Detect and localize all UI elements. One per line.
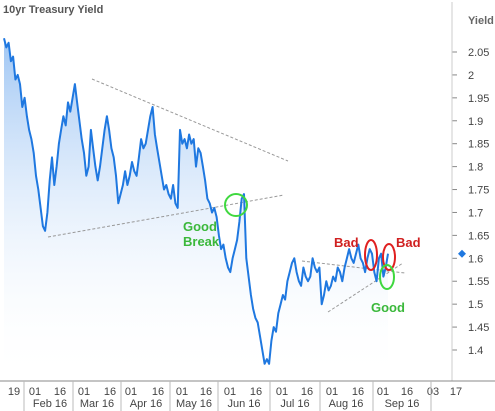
x-tick-label: 16: [200, 386, 212, 398]
y-tick-label: 1.55: [468, 276, 489, 288]
y-tick-label: 1.9: [468, 116, 483, 128]
good-circle-2: [379, 264, 395, 290]
y-tick-label: 2.05: [468, 47, 489, 59]
x-tick-label: 16: [301, 386, 313, 398]
last-value-diamond: [458, 249, 466, 258]
x-month-label: May 16: [176, 398, 212, 410]
y-tick-label: 2: [468, 70, 474, 82]
bad-1-label: Bad: [334, 235, 359, 250]
y-tick-label: 1.95: [468, 93, 489, 105]
x-month-label: Jul 16: [280, 398, 309, 410]
good-break-circle: [224, 193, 248, 217]
x-tick-label: 03: [427, 386, 439, 398]
y-axis: 2.05 2 1.95 1.9 1.85 1.8 1.75 1.7 1.65 1.6 1.55 1.5…: [451, 2, 489, 381]
annotation-text: Rates having a hard time deciding on the …: [177, 31, 420, 99]
series-area: [4, 38, 388, 381]
x-month-label: Aug 16: [329, 398, 364, 410]
y-tick-label: 1.4: [468, 345, 483, 357]
x-month-label: Jun 16: [227, 398, 260, 410]
x-month-label: Apr 16: [130, 398, 162, 410]
last-value-marker: [458, 249, 466, 258]
x-axis: 19 01 16 01 16 01 16 01 16 01 16 01 16 01 16 01 16 03 17 Fe…: [0, 380, 495, 411]
annotation-line: the direction of the next major move,: [177, 49, 405, 64]
trend-line: [301, 260, 406, 274]
trend-line: [91, 78, 289, 162]
x-tick-label: 16: [352, 386, 364, 398]
trend-lines: [47, 78, 406, 313]
x-month-label: Feb 16: [33, 398, 67, 410]
chart-title: 10yr Treasury Yield: [3, 4, 103, 16]
x-tick-label: 01: [326, 386, 338, 398]
x-tick-label: 01: [377, 386, 389, 398]
good-break-label: Good: [183, 219, 217, 234]
bad-2-label: Bad: [396, 235, 421, 250]
y-tick-label: 1.45: [468, 322, 489, 334]
y-tick-label: 1.7: [468, 207, 483, 219]
y-tick-label: 1.65: [468, 230, 489, 242]
x-tick-label: 17: [450, 386, 462, 398]
x-tick-label: 16: [104, 386, 116, 398]
x-tick-label: 16: [54, 386, 66, 398]
x-tick-label: 16: [152, 386, 164, 398]
series-line: [3, 37, 389, 365]
x-tick-label: 01: [29, 386, 41, 398]
good-2-label: Good: [371, 300, 405, 315]
x-tick-label: 16: [401, 386, 413, 398]
good-break-label: Break: [183, 234, 220, 249]
x-tick-label: 19: [8, 386, 20, 398]
y-tick-label: 1.85: [468, 139, 489, 151]
bad-circle-2: [382, 243, 396, 271]
x-tick-label: 01: [125, 386, 137, 398]
y-tick-label: 1.8: [468, 162, 483, 174]
x-tick-label: 01: [276, 386, 288, 398]
y-tick-label: 1.75: [468, 185, 489, 197]
y-tick-label: 1.5: [468, 299, 483, 311]
y-tick-label: 1.6: [468, 253, 483, 265]
annotation-line: unlike the clearly defined break outside: [177, 66, 420, 81]
annotation-line: the consolidative range in early June.: [177, 84, 409, 99]
x-tick-label: 01: [176, 386, 188, 398]
x-tick-label: 01: [78, 386, 90, 398]
annotation-line: Rates having a hard time deciding on: [177, 31, 407, 46]
x-month-label: Sep 16: [385, 398, 420, 410]
x-tick-label: 01: [224, 386, 236, 398]
bad-circle-1: [364, 239, 378, 271]
x-tick-label: 16: [250, 386, 262, 398]
y-axis-title: Yield: [468, 15, 494, 27]
x-month-label: Mar 16: [80, 398, 114, 410]
